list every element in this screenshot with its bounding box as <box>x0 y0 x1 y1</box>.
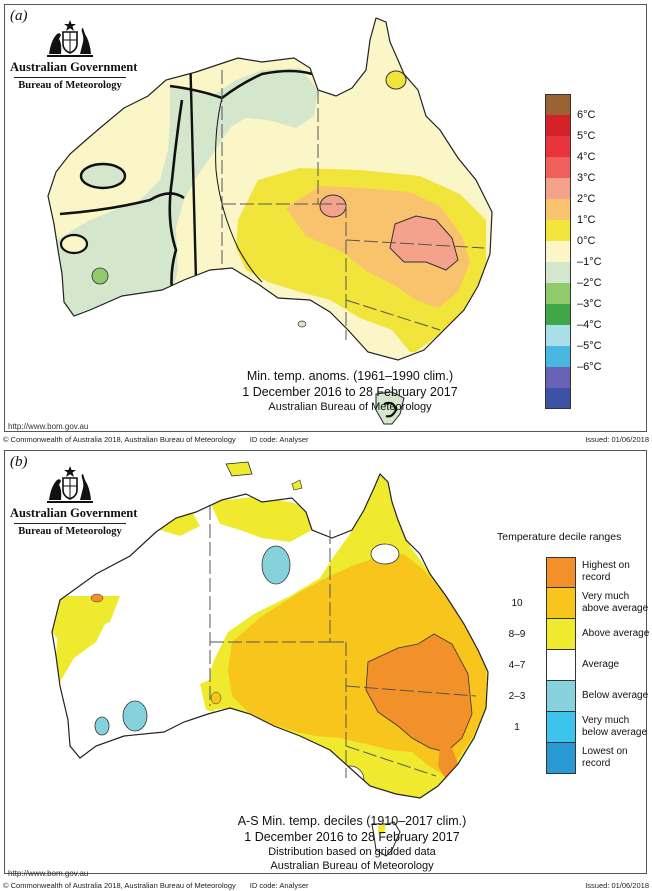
coat-of-arms-icon <box>47 466 93 503</box>
legend-swatch <box>546 557 576 588</box>
caption-method: Distribution based on gridded data <box>268 846 436 858</box>
map-caption: A-S Min. temp. deciles (1910–2017 clim.)… <box>232 813 472 873</box>
logo-government-text: Australian Government <box>10 60 138 74</box>
legend-swatch <box>546 743 576 774</box>
bom-url: http://www.bom.gov.au <box>8 869 89 878</box>
legend-range: 1 <box>514 722 520 733</box>
bom-logo: Australian Government Bureau of Meteorol… <box>10 464 138 538</box>
anomaly-map <box>47 17 493 425</box>
logo-government-text: Australian Government <box>10 506 138 520</box>
issued-date: Issued: 01/06/2018 <box>585 435 649 444</box>
legend-description: Very much below average <box>582 715 647 739</box>
panel-footer: © Commonwealth of Australia 2018, Austra… <box>3 881 649 890</box>
logo-divider <box>14 523 126 524</box>
id-code-text: ID code: Analyser <box>249 435 309 444</box>
legend-swatch <box>545 325 571 346</box>
legend-title: Temperature decile ranges <box>497 531 622 543</box>
legend-description: Highest on record <box>582 560 630 584</box>
legend-swatch <box>546 588 576 619</box>
legend-swatch <box>545 388 571 409</box>
legend-label: –2°C <box>577 277 602 289</box>
legend-swatch <box>545 241 571 262</box>
legend-description: Average <box>582 659 619 671</box>
legend-swatch <box>545 367 571 388</box>
legend-range: 2–3 <box>508 691 526 702</box>
panel-label: (b) <box>10 454 28 470</box>
legend-description-line: Lowest on <box>582 746 628 757</box>
issued-date: Issued: 01/06/2018 <box>585 881 649 890</box>
copyright-text: © Commonwealth of Australia 2018, Austra… <box>3 881 236 890</box>
legend-swatch <box>545 157 571 178</box>
legend-description-line: Average <box>582 659 620 670</box>
legend-swatch <box>545 178 571 199</box>
legend-description-line: Below average <box>582 690 649 701</box>
copyright-text: © Commonwealth of Australia 2018, Austra… <box>3 435 236 444</box>
map-caption: Min. temp. anoms. (1961–1990 clim.) 1 De… <box>240 368 460 414</box>
legend-description-line: record <box>582 758 611 769</box>
logo-bureau-text: Bureau of Meteorology <box>18 526 122 537</box>
caption-period: 1 December 2016 to 28 February 2017 <box>242 385 458 399</box>
legend-description: Lowest on record <box>582 746 628 770</box>
legend-description-line: Highest on <box>582 560 630 571</box>
legend-swatch <box>546 681 576 712</box>
legend-swatch <box>545 262 571 283</box>
legend-range: 8–9 <box>508 629 526 640</box>
legend-label: –5°C <box>577 340 602 352</box>
decile-map <box>51 461 489 857</box>
legend-label: –3°C <box>577 298 602 310</box>
legend-description-line: record <box>582 572 611 583</box>
logo-bureau-text: Bureau of Meteorology <box>18 80 122 91</box>
legend-label: 4°C <box>577 151 596 163</box>
legend-swatch <box>546 650 576 681</box>
legend-description-line: above average <box>582 603 649 614</box>
panel-label: (a) <box>10 8 28 24</box>
caption-source: Australian Bureau of Meteorology <box>268 401 432 413</box>
legend-swatch <box>546 619 576 650</box>
legend-label: –6°C <box>577 361 602 373</box>
legend-label: 3°C <box>577 172 596 184</box>
legend-description-line: below average <box>582 727 648 738</box>
legend-description: Very much above average <box>582 591 648 615</box>
legend-description-line: Very much <box>582 715 630 726</box>
legend-range: 10 <box>511 598 523 609</box>
caption-source: Australian Bureau of Meteorology <box>270 860 434 872</box>
legend-swatch <box>545 115 571 136</box>
legend-label: 1°C <box>577 214 596 226</box>
legend-swatch <box>546 712 576 743</box>
legend-swatch <box>545 199 571 220</box>
logo-divider <box>14 77 126 78</box>
legend-label: 2°C <box>577 193 596 205</box>
legend-description: Above average <box>582 628 649 640</box>
legend-swatch <box>545 94 571 115</box>
panel-footer: © Commonwealth of Australia 2018, Austra… <box>3 435 649 444</box>
caption-period: 1 December 2016 to 28 February 2017 <box>244 830 460 844</box>
panel-b: (b) Australian Government Bureau of Mete… <box>0 446 652 891</box>
legend-label: 6°C <box>577 109 596 121</box>
legend-label: –1°C <box>577 256 602 268</box>
legend-label: 0°C <box>577 235 596 247</box>
legend-label: 5°C <box>577 130 596 142</box>
legend-swatch <box>545 136 571 157</box>
legend-description-line: Very much <box>582 591 630 602</box>
bom-url: http://www.bom.gov.au <box>8 422 89 431</box>
legend-swatch <box>545 346 571 367</box>
caption-title: A-S Min. temp. deciles (1910–2017 clim.) <box>237 814 467 828</box>
legend-description-line: Above average <box>582 628 650 639</box>
id-code-text: ID code: Analyser <box>249 881 309 890</box>
legend-swatch <box>545 220 571 241</box>
legend-label: –4°C <box>577 319 602 331</box>
bom-logo: Australian Government Bureau of Meteorol… <box>10 18 138 92</box>
coat-of-arms-icon <box>47 20 93 57</box>
legend-description: Below average <box>582 690 648 702</box>
panel-a: (a) Australian Government Bureau of Mete… <box>3 4 649 444</box>
legend-swatch <box>545 304 571 325</box>
legend-range: 4–7 <box>508 660 526 671</box>
legend-swatch <box>545 283 571 304</box>
caption-title: Min. temp. anoms. (1961–1990 clim.) <box>246 369 454 383</box>
